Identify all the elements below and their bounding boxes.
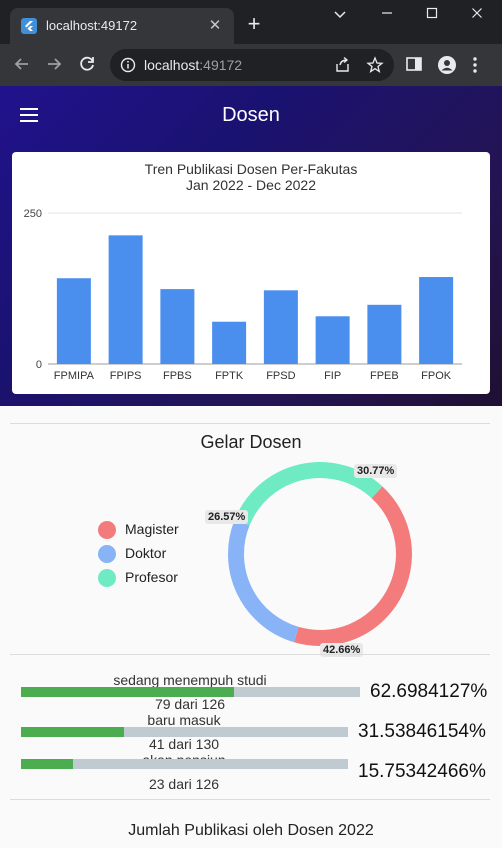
page-content: Dosen Tren Publikasi Dosen Per-Fakutas J…	[0, 86, 502, 848]
divider	[10, 423, 490, 424]
new-tab-icon[interactable]: +	[247, 11, 261, 36]
back-icon[interactable]	[12, 54, 34, 76]
bar-fpeb	[367, 304, 402, 364]
x-tick-label: FPOK	[421, 370, 452, 382]
publication-chart-card: Tren Publikasi Dosen Per-Fakutas Jan 202…	[12, 152, 490, 394]
tab-close-icon[interactable]: ✕	[208, 17, 222, 34]
profile-avatar-icon[interactable]	[437, 55, 457, 75]
publikasi-section-title: Jumlah Publikasi oleh Dosen 2022	[128, 822, 374, 839]
divider	[10, 799, 490, 800]
x-tick-label: FPSD	[266, 370, 295, 382]
side-panel-icon[interactable]	[405, 55, 425, 75]
donut-slice-doktor	[228, 519, 299, 643]
legend-label-doktor: Doktor	[125, 545, 167, 561]
tab-strip: localhost:49172 ✕ +	[0, 0, 502, 44]
share-icon[interactable]	[334, 56, 352, 74]
stat-count: 41 dari 130	[148, 736, 220, 752]
address-bar[interactable]: localhost:49172	[110, 49, 394, 81]
donut-slice-magister	[294, 486, 412, 646]
x-tick-label: FIP	[324, 370, 341, 382]
chart-subtitle: Jan 2022 - Dec 2022	[186, 177, 316, 193]
bar-fpsd	[263, 290, 298, 364]
legend-dot-magister	[98, 521, 116, 539]
x-tick-label: FPBS	[163, 370, 192, 382]
url-host: localhost	[144, 57, 200, 73]
donut-slice-profesor	[234, 462, 383, 526]
stat-percent: 15.75342466%	[358, 761, 486, 782]
tab-title: localhost:49172	[46, 18, 138, 33]
tab-search-icon[interactable]	[326, 6, 354, 26]
magister-percent-label: 42.66%	[320, 643, 364, 657]
stat-count: 79 dari 126	[154, 696, 226, 712]
site-info-icon[interactable]	[120, 57, 136, 78]
more-menu-icon[interactable]	[472, 55, 492, 75]
page-title: Dosen	[222, 104, 280, 126]
browser-toolbar: localhost:49172	[0, 44, 502, 86]
gelar-donut-chart	[228, 462, 412, 646]
bar-fpbs	[160, 289, 195, 364]
divider	[10, 654, 490, 655]
app-header: Dosen Tren Publikasi Dosen Per-Fakutas J…	[0, 86, 502, 406]
minimize-icon[interactable]	[373, 6, 401, 26]
gelar-section-title: Gelar Dosen	[200, 432, 302, 452]
legend-dot-profesor	[98, 569, 116, 587]
flutter-favicon-icon	[21, 18, 37, 34]
x-tick-label: FPTK	[215, 370, 244, 382]
legend-label-magister: Magister	[125, 521, 179, 537]
doktor-percent-label: 26.57%	[205, 510, 249, 524]
progress-fill	[21, 759, 73, 769]
bar-fpips	[108, 235, 143, 364]
close-window-icon[interactable]	[463, 6, 491, 26]
progress-bar	[21, 727, 348, 737]
x-tick-label: FPIPS	[110, 370, 142, 382]
profesor-percent-label: 30.77%	[354, 464, 398, 478]
bar-fptk	[212, 321, 247, 364]
progress-bar	[21, 759, 348, 769]
hamburger-menu-icon[interactable]	[20, 108, 38, 122]
reload-icon[interactable]	[77, 54, 99, 76]
bar-fpmipa	[56, 278, 91, 364]
x-tick-label: FPMIPA	[54, 370, 95, 382]
progress-fill	[21, 727, 124, 737]
maximize-icon[interactable]	[418, 6, 446, 26]
x-tick-label: FPEB	[370, 370, 399, 382]
url-port: :49172	[199, 57, 243, 73]
bar-fip	[315, 316, 350, 364]
legend-label-profesor: Profesor	[125, 569, 178, 585]
url-text: localhost:49172	[144, 57, 242, 73]
legend-dot-doktor	[98, 545, 116, 563]
y-tick-label: 250	[24, 208, 42, 220]
publication-bar-chart: 250 0 FPMIPA FPIPS FPBS FPTK FPSD FIP FPEB FPOK	[24, 208, 462, 382]
chart-title-line1: Tren Publikasi Dosen Per-Fakutas	[144, 161, 358, 177]
chart-title: Tren Publikasi Dosen Per-Fakutas Jan 202…	[12, 161, 490, 193]
progress-fill	[21, 687, 234, 697]
stat-count: 23 dari 126	[148, 776, 220, 792]
bookmark-star-icon[interactable]	[366, 56, 384, 74]
bar-fpok	[419, 277, 454, 364]
y-tick-label: 0	[36, 359, 42, 371]
browser-tab[interactable]: localhost:49172 ✕	[10, 8, 234, 44]
stat-caption: sedang menempuh studi	[113, 672, 267, 688]
stat-percent: 62.6984127%	[370, 681, 488, 702]
stat-caption: baru masuk	[147, 712, 221, 728]
progress-bar	[21, 687, 360, 697]
forward-icon[interactable]	[44, 54, 66, 76]
stat-percent: 31.53846154%	[358, 721, 486, 742]
